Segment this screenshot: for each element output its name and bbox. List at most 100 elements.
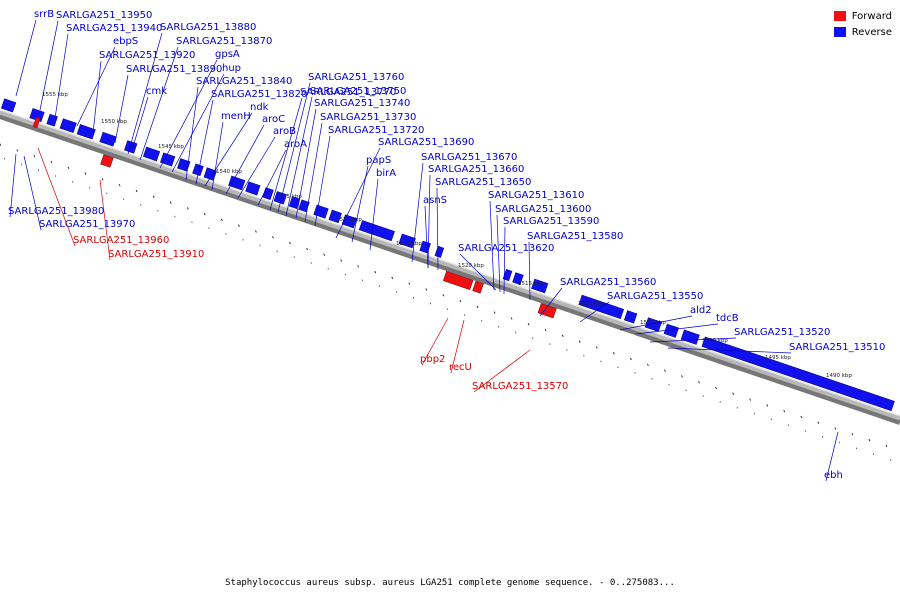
minor-tick [169,201,172,204]
gene-leader-line [237,136,276,199]
reverse-feature-27 [531,278,549,294]
reverse-feature-box [512,272,524,285]
gene-leader-line [195,99,214,185]
scale-tick-label: 1540 kbp [216,169,242,175]
reverse-feature-box [531,278,549,294]
gene-label: SARLGA251_13520 [734,327,830,338]
gene-label: SARLGA251_13690 [378,137,474,148]
reverse-feature-box [160,152,176,167]
reverse-feature-2 [46,113,58,127]
scale-tick-label: 1530 kbp [336,217,362,223]
minor-tick [851,433,854,436]
minor-tick [646,363,649,367]
minor-tick [732,392,735,395]
reverse-feature-box [502,269,513,282]
gene-label: SARLGA251_13960 [73,235,169,246]
scale-tick-label: 1490 kbp [826,373,852,379]
gene-leader-line [421,317,449,366]
reverse-feature-box [663,323,679,338]
backbone-highlight [0,109,900,417]
forward-swatch [833,11,846,21]
minor-tick [749,398,752,401]
reverse-feature-box [0,98,17,113]
minor-tick [868,438,871,442]
gene-leader-line [127,32,163,155]
gene-label: birA [376,168,396,179]
backbone-shadow [0,113,900,425]
gene-label: pbp2 [420,354,445,365]
minor-tick [391,276,394,280]
reverse-feature-box [623,310,638,324]
legend-forward: Forward [833,8,892,24]
reverse-feature-box [358,220,395,242]
minor-tick [357,265,360,268]
gene-leader-line [285,96,313,217]
map-caption: Staphylococcus aureus subsp. aureus LGA2… [225,578,675,588]
reverse-feature-8 [160,152,176,167]
minor-tick [629,357,632,361]
minor-tick [493,311,496,314]
gene-label: SARLGA251_13770 [300,87,396,98]
reverse-feature-box [245,181,261,196]
gene-leader-line [211,121,224,191]
minor-tick [0,143,2,146]
reverse-feature-7 [142,146,161,162]
forward-feature-box [537,303,557,319]
scale-tick-label: 1495 kbp [765,355,791,361]
gene-leader-line [579,301,610,323]
minor-tick [237,224,240,227]
gene-leader-line [304,122,323,223]
minor-tick [766,404,769,407]
scale-tick-label: 1550 kbp [101,119,127,125]
minor-tick [425,288,428,291]
gene-leader-line [825,431,839,482]
minor-tick [663,369,666,372]
gene-label: ebh [824,470,843,481]
gene-label: SARLGA251_13590 [503,216,599,227]
reverse-feature-box [228,175,246,191]
gene-label: SARLGA251_13950 [56,10,152,21]
minor-tick [698,380,700,384]
gene-leader-line [427,174,431,269]
gene-leader-line [314,135,331,227]
gene-label: SARLGA251_13580 [527,231,623,242]
gene-leader-line [114,74,129,144]
gene-leader-line [369,178,379,251]
gene-leader-line [473,349,531,393]
gene-label: hup [222,63,241,74]
reverse-feature-0 [0,98,17,113]
scale-tick-label: 1505 kbp [640,320,666,326]
gene-label: SARLGA251_13560 [560,277,656,288]
gene-label: SARLGA251_13660 [428,164,524,175]
gene-leader-line [411,162,424,263]
reverse-feature-25 [502,269,513,282]
reverse-feature-33 [701,336,895,412]
gene-leader-line [269,97,303,211]
scale-tick-label: 1555 kbp [42,92,68,98]
reverse-feature-box [46,113,58,127]
reverse-feature-box [644,317,662,332]
minor-tick [408,282,411,285]
minor-tick [442,294,445,297]
gene-label: SARLGA251_13940 [66,23,162,34]
minor-tick [612,351,615,355]
gene-label: SARLGA251_13920 [99,50,195,61]
gene-leader-line [225,124,265,195]
minor-tick [476,305,479,309]
minor-tick [152,195,155,198]
reverse-feature-21 [358,220,395,242]
minor-tick [16,149,19,152]
forward-feature-4 [537,303,557,319]
minor-tick [50,160,53,164]
gene-leader-line [619,315,693,331]
reverse-feature-24 [434,245,445,258]
gene-label: aroA [284,139,307,150]
gene-label: SARLGA251_13670 [421,152,517,163]
gene-leader-line [9,153,17,218]
minor-tick [885,444,888,448]
legend-reverse: Reverse [833,24,892,40]
reverse-feature-19 [328,209,342,224]
backbone [0,109,900,421]
gene-label: SARLGA251_13750 [310,86,406,97]
reverse-feature-30 [644,317,662,332]
